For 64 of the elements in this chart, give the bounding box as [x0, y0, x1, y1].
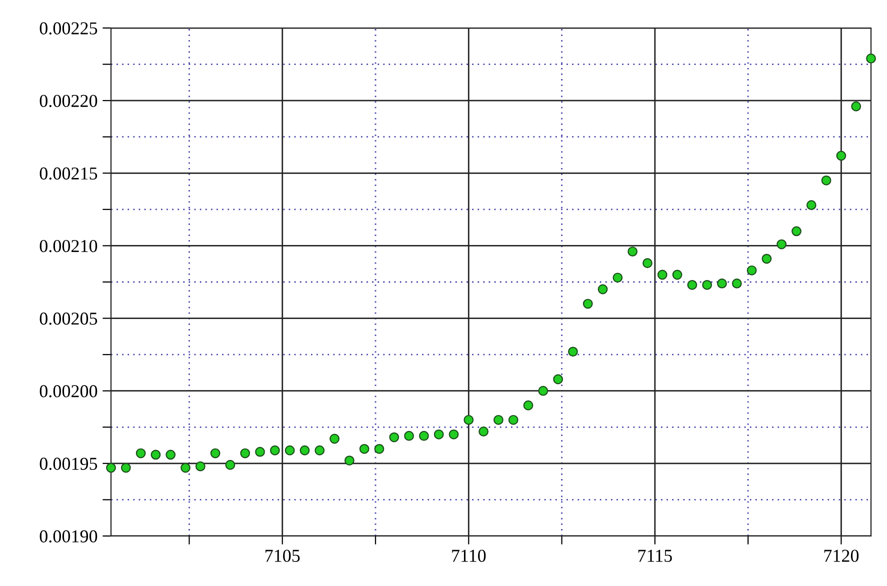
point — [538, 386, 548, 396]
point — [553, 374, 564, 384]
point — [255, 446, 265, 457]
y-tick-label: 0.00210 — [40, 240, 98, 252]
point — [314, 445, 325, 456]
point — [389, 432, 400, 442]
y-tick-label: 0.00195 — [40, 458, 98, 470]
point — [494, 414, 504, 425]
point — [434, 429, 444, 440]
x-tick-label: 7105 — [266, 550, 300, 562]
point — [582, 298, 593, 309]
x-tick-label: 7110 — [452, 550, 486, 562]
point — [762, 254, 772, 264]
y-tick-label: 0.00190 — [40, 530, 98, 543]
point — [404, 430, 414, 441]
point — [136, 448, 146, 458]
point — [598, 284, 608, 294]
point — [418, 430, 429, 441]
point — [508, 414, 518, 425]
point — [776, 239, 787, 250]
point — [672, 270, 682, 280]
point — [687, 280, 698, 290]
point — [225, 460, 236, 470]
point — [210, 448, 220, 458]
point — [344, 456, 354, 466]
point — [448, 429, 459, 440]
point — [464, 414, 474, 425]
y-tick-label: 0.00205 — [40, 312, 98, 325]
point — [166, 450, 176, 460]
y-tick-label: 0.00225 — [40, 22, 98, 35]
point — [792, 226, 802, 236]
x-tick-label: 7120 — [824, 550, 859, 562]
y-tick-label: 0.00200 — [40, 385, 98, 398]
point — [180, 462, 190, 473]
point — [836, 150, 846, 161]
y-tick-label: 0.00215 — [40, 167, 98, 180]
point — [732, 278, 742, 288]
point — [359, 444, 370, 454]
point — [240, 448, 250, 458]
point — [120, 462, 131, 473]
point — [568, 346, 578, 357]
point — [806, 200, 816, 210]
point — [628, 246, 638, 256]
point — [374, 444, 384, 454]
point — [657, 270, 668, 280]
point — [195, 461, 206, 472]
point — [746, 265, 757, 276]
point — [523, 400, 534, 410]
point — [612, 272, 623, 283]
point — [106, 462, 116, 473]
point — [717, 278, 727, 288]
point — [300, 445, 310, 456]
point — [270, 445, 280, 456]
x-tick-label: 7115 — [638, 550, 672, 562]
point — [642, 258, 652, 268]
point — [821, 175, 832, 186]
point — [851, 101, 862, 112]
point — [150, 450, 161, 460]
y-tick-label: 0.00220 — [40, 94, 98, 108]
point — [866, 54, 876, 64]
point — [284, 445, 295, 456]
point — [478, 426, 488, 436]
point — [330, 434, 340, 444]
point — [702, 280, 712, 290]
